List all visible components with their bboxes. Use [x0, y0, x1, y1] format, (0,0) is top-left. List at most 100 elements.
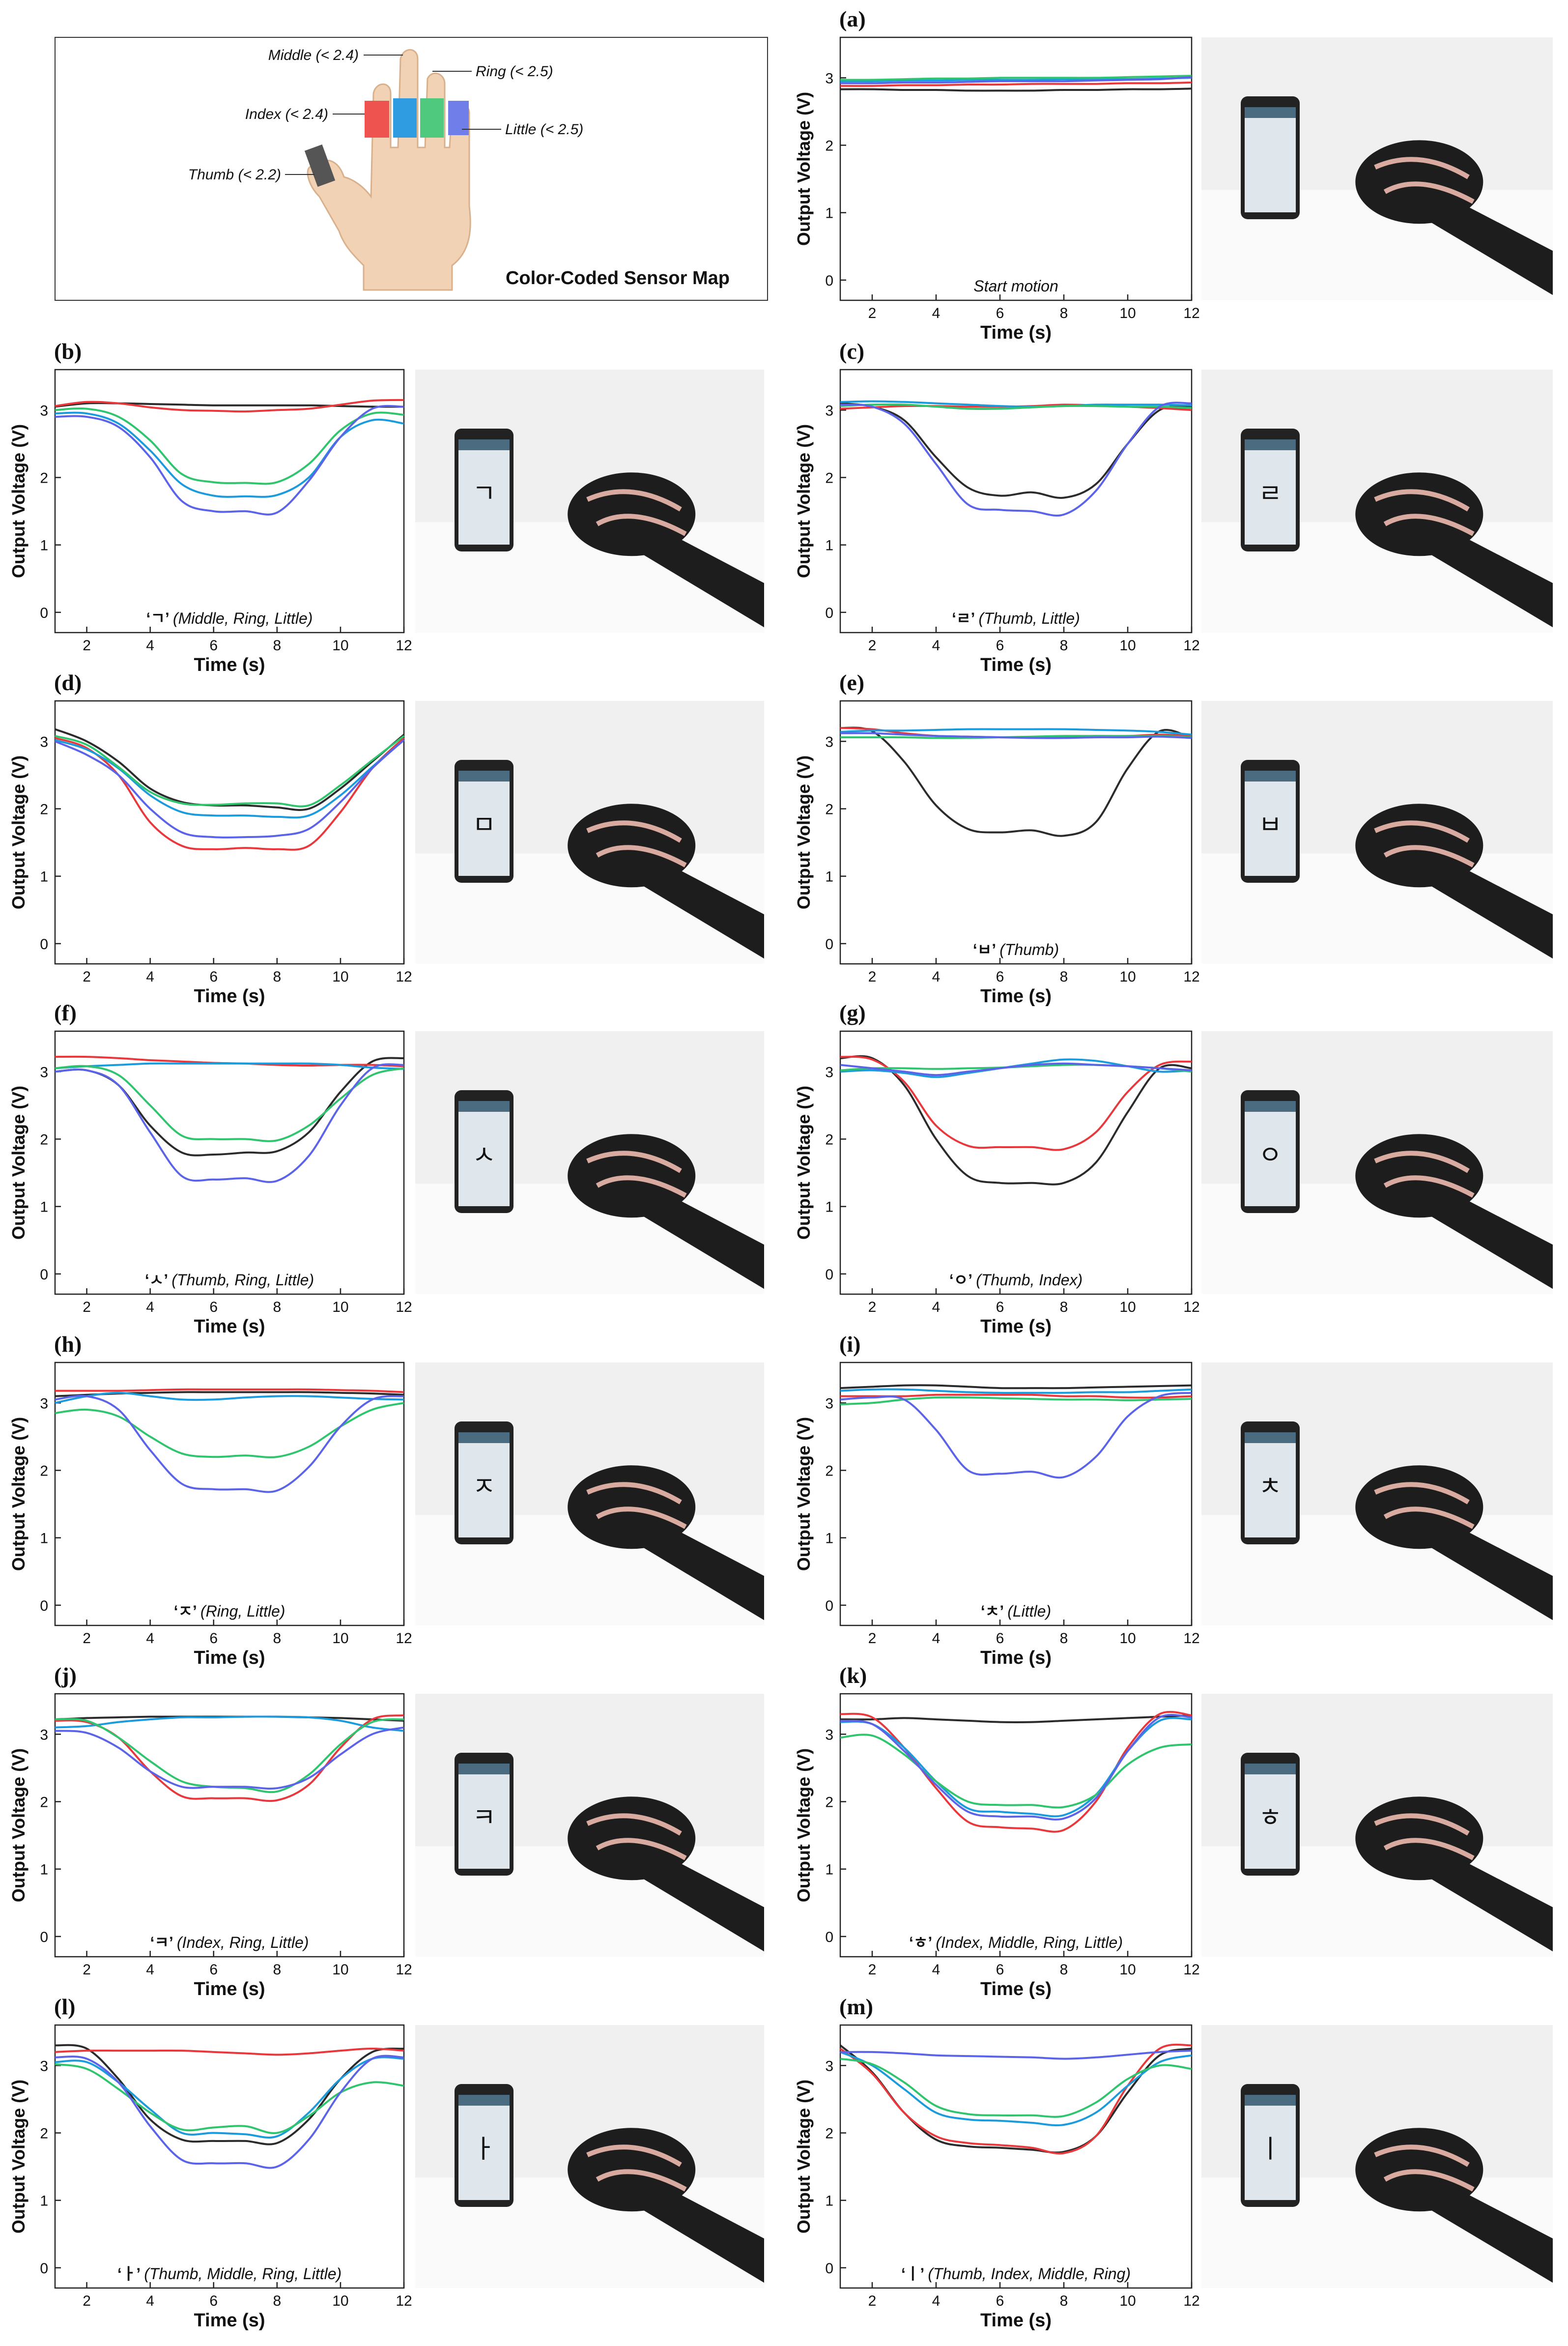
- x-tick-label: 10: [1119, 2293, 1136, 2309]
- photo-k: ㅎ: [1201, 1694, 1553, 1957]
- x-tick-label: 6: [209, 1299, 218, 1315]
- y-tick-label: 3: [825, 1395, 833, 1412]
- y-axis-title: Output Voltage (V): [794, 92, 814, 246]
- panel-label: (k): [839, 1663, 867, 1688]
- photo-j: ㅋ: [415, 1694, 764, 1957]
- x-tick-label: 2: [868, 637, 877, 654]
- y-tick-label: 3: [40, 403, 48, 419]
- y-tick-label: 3: [40, 1064, 48, 1080]
- x-tick-label: 2: [868, 305, 877, 321]
- series-line-middle: [840, 1388, 1192, 1394]
- glove-sensor-strip: [596, 2169, 687, 2192]
- x-tick-label: 6: [209, 1962, 218, 1978]
- y-tick-label: 2: [825, 2125, 833, 2142]
- series-line-index: [840, 81, 1192, 87]
- series-line-thumb: [840, 726, 1192, 837]
- gesture-letter: ‘ㅈ’: [174, 1602, 200, 1620]
- glove-sensor-strip: [1383, 2169, 1475, 2192]
- gesture-letter: ‘ㅇ’: [949, 1271, 976, 1289]
- glove-sensor-strip: [586, 489, 682, 512]
- plot-frame: [54, 1693, 405, 1958]
- x-tick-label: 4: [932, 1299, 941, 1315]
- x-tick-label: 6: [996, 1630, 1004, 1647]
- little-label: Little (< 2.5): [505, 121, 583, 138]
- y-tick-label: 0: [40, 1929, 48, 1945]
- x-tick-label: 4: [146, 637, 154, 654]
- phone-letter: ㅋ: [472, 1803, 496, 1833]
- photo-b: ㄱ: [415, 370, 764, 633]
- phone-screen: [1245, 1432, 1296, 1537]
- panel-label: (m): [839, 1994, 873, 2019]
- phone-letter: ㄱ: [472, 479, 496, 509]
- gesture-letter: ‘ㄹ’: [952, 609, 978, 627]
- gesture-fingers: Start motion: [973, 277, 1058, 295]
- panel-annotation: ‘ㄹ’ (Thumb, Little): [952, 609, 1080, 627]
- panel-label: (l): [54, 1994, 75, 2019]
- phone-screen: [1245, 439, 1296, 545]
- thumb-label: Thumb (< 2.2): [188, 167, 281, 183]
- phone-app-bar: [1245, 771, 1296, 782]
- y-tick-label: 2: [825, 1463, 833, 1479]
- y-tick-label: 2: [825, 138, 833, 154]
- glove-sensor-strip: [1374, 1151, 1470, 1173]
- x-tick-label: 8: [1060, 637, 1068, 654]
- x-tick-label: 6: [209, 2293, 218, 2309]
- series-line-thumb: [840, 1714, 1192, 1723]
- plot-frame: [839, 700, 1193, 965]
- glove-sensor-strip: [1383, 1506, 1475, 1529]
- x-tick-label: 6: [209, 1630, 218, 1647]
- series-line-middle: [55, 1715, 404, 1732]
- x-tick-label: 12: [1183, 1962, 1199, 1978]
- sensor-map-panel: Middle (< 2.4) Ring (< 2.5) Index (< 2.4…: [55, 37, 768, 301]
- y-tick-label: 0: [40, 605, 48, 621]
- panel-label: (e): [839, 670, 864, 695]
- y-axis-title: Output Voltage (V): [8, 1417, 29, 1571]
- gesture-letter: ‘ㅎ’: [909, 1934, 936, 1951]
- index-label: Index (< 2.4): [245, 106, 328, 122]
- phone-screen: [458, 2095, 510, 2200]
- series-line-little: [840, 1391, 1192, 1479]
- x-axis-title: Time (s): [980, 322, 1052, 343]
- glove-sensor-strip: [1374, 157, 1470, 179]
- x-tick-label: 10: [332, 969, 348, 985]
- series-line-ring: [55, 735, 405, 808]
- series-line-index: [55, 2047, 404, 2056]
- glove-cuff: [641, 1853, 764, 1952]
- y-tick-label: 3: [825, 734, 833, 750]
- x-axis-title: Time (s): [980, 986, 1052, 1007]
- y-tick-label: 1: [825, 2193, 833, 2209]
- x-tick-label: 8: [273, 1630, 281, 1647]
- series-line-little: [840, 402, 1192, 517]
- x-tick-label: 4: [932, 969, 941, 985]
- phone-app-bar: [1245, 1432, 1296, 1443]
- gesture-fingers: (Thumb, Little): [979, 609, 1080, 627]
- series-line-thumb: [55, 728, 405, 811]
- glove-sensor-strip: [1374, 1813, 1470, 1836]
- y-tick-label: 2: [825, 470, 833, 486]
- panel-annotation: ‘ㄱ’ (Middle, Ring, Little): [146, 609, 313, 627]
- x-tick-label: 6: [996, 1299, 1004, 1315]
- panel-label: (a): [839, 6, 866, 31]
- plot-frame: [839, 1361, 1193, 1626]
- x-tick-label: 4: [146, 1299, 154, 1315]
- photo-f: ㅅ: [415, 1031, 764, 1294]
- series-line-middle: [840, 2051, 1192, 2127]
- series-line-little: [55, 405, 404, 516]
- x-tick-label: 6: [996, 305, 1004, 321]
- y-axis-title: Output Voltage (V): [794, 1086, 814, 1240]
- glove-sensor-strip: [596, 514, 687, 536]
- phone-app-bar: [458, 771, 510, 782]
- y-axis-title: Output Voltage (V): [794, 2080, 814, 2233]
- photo-i: ㅊ: [1201, 1362, 1553, 1625]
- panel-label: (c): [839, 339, 864, 364]
- x-tick-label: 8: [273, 1962, 281, 1978]
- phone-screen: [1245, 1764, 1296, 1869]
- x-tick-label: 2: [868, 1299, 877, 1315]
- y-tick-label: 3: [825, 403, 833, 419]
- y-tick-label: 1: [40, 538, 48, 554]
- glove-sensor-strip: [586, 820, 682, 843]
- series-line-little: [55, 1063, 404, 1183]
